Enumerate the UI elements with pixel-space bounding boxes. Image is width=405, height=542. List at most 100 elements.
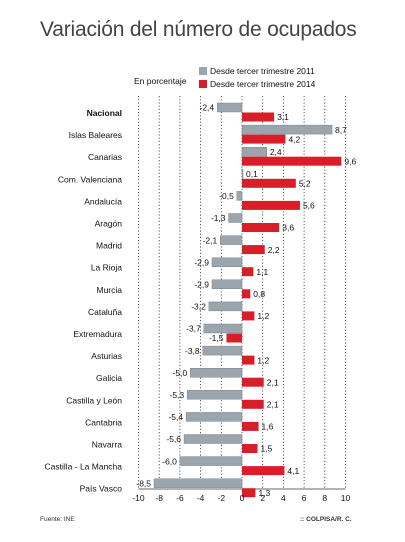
- category-label: Canarias: [88, 152, 122, 162]
- value-label: -3,7: [186, 324, 201, 334]
- category-label: Castilla y León: [66, 395, 122, 405]
- x-tick-label: 4: [281, 493, 286, 503]
- value-label: 1,3: [258, 488, 270, 498]
- bar-2014: [242, 355, 255, 365]
- category-label: Islas Baleares: [69, 130, 122, 140]
- bar-2011: [202, 345, 243, 356]
- bar-2011: [236, 191, 243, 201]
- x-tick-label: 2: [260, 493, 265, 503]
- x-tick-label: -8: [155, 493, 163, 503]
- bar-2014: [242, 267, 254, 277]
- value-label: 3,6: [282, 223, 294, 233]
- value-label: 2,4: [270, 147, 282, 157]
- category-label: Asturias: [91, 351, 122, 361]
- source-note: Fuente: INE: [40, 516, 75, 523]
- bar-2011: [179, 456, 243, 466]
- value-label: -3,8: [185, 346, 200, 356]
- value-label: 4,1: [287, 466, 299, 476]
- bar-2011: [153, 478, 243, 488]
- value-label: 8,7: [335, 125, 347, 135]
- bar-2011: [211, 279, 243, 289]
- legend-swatch-2014: [199, 80, 207, 88]
- value-label: -1,5: [209, 333, 224, 343]
- bar-2014: [242, 399, 264, 409]
- category-label: País Vasco: [80, 484, 123, 494]
- bar-2011: [203, 323, 243, 334]
- bar-2011: [216, 102, 243, 113]
- bar-2011: [183, 434, 243, 444]
- value-label: -1,3: [211, 213, 226, 223]
- value-label: 9,6: [344, 156, 356, 166]
- value-label: -5,6: [166, 434, 181, 444]
- value-label: 1,1: [256, 267, 268, 277]
- value-label: 2,1: [267, 377, 279, 387]
- value-label: 2,2: [268, 245, 280, 255]
- value-label: -8,5: [136, 478, 151, 488]
- bar-2014: [242, 421, 259, 431]
- bar-2011: [208, 301, 243, 312]
- value-label: -0,5: [219, 191, 234, 201]
- grid-lines: [138, 96, 346, 490]
- x-tick-label: -6: [176, 493, 184, 503]
- value-label: 5,6: [303, 201, 315, 211]
- bar-2014: [242, 466, 285, 476]
- legend-swatch-2011: [199, 67, 207, 75]
- value-label: 0,1: [246, 169, 258, 179]
- value-label: -2,9: [194, 280, 209, 290]
- category-labels: Nacional Islas Baleares Canarias Com. Valen…: [45, 108, 123, 494]
- bar-2011: [211, 257, 243, 267]
- value-label: 4,2: [288, 134, 300, 144]
- category-label: Andalucía: [84, 196, 122, 206]
- value-label: -2,4: [200, 103, 215, 113]
- category-label: Castilla - La Mancha: [45, 462, 123, 472]
- value-label: 1,2: [257, 311, 269, 321]
- x-tick-label: -10: [132, 493, 145, 503]
- bar-2014: [242, 488, 256, 498]
- value-label: -6,0: [162, 456, 177, 466]
- category-label: Nacional: [87, 108, 122, 118]
- x-tick-label: 10: [341, 493, 351, 503]
- x-tick-label: -4: [197, 493, 205, 503]
- value-label: 1,2: [257, 355, 269, 365]
- value-labels: -2,4 3,1 8,7 4,2 2,4 9,6 0,1 5,2 -0,5 5,6 -1,3 3,6 -…: [136, 103, 356, 498]
- value-label: 3,1: [277, 112, 289, 122]
- value-label: 1,6: [262, 422, 274, 432]
- bar-2014: [242, 200, 300, 210]
- category-label: Cataluña: [88, 307, 122, 317]
- bar-2011: [220, 235, 243, 245]
- x-axis-ticks: -10 -8 -6 -4 -2 0 2 4 6 8 10: [132, 493, 350, 503]
- bar-2014: [242, 112, 275, 122]
- category-label: Navarra: [92, 440, 123, 450]
- value-label: -3,2: [191, 302, 206, 312]
- bar-2014: [242, 289, 251, 299]
- unit-label: En porcentaje: [134, 76, 187, 86]
- bars: [153, 102, 342, 498]
- value-label: -2,1: [203, 235, 218, 245]
- bar-2014: [242, 223, 280, 232]
- category-label: Com. Valenciana: [58, 174, 122, 184]
- value-label: -5,0: [173, 368, 188, 378]
- category-label: Cantabria: [85, 417, 122, 427]
- category-label: Galicia: [96, 373, 122, 383]
- credit-note: :: COLPISA/R. C.: [300, 516, 352, 523]
- legend-label-2014: Desde tercer trimestre 2014: [210, 79, 316, 89]
- legend-label-2011: Desde tercer trimestre 2011: [210, 66, 315, 76]
- bar-2014: [242, 377, 264, 387]
- value-label: 5,2: [299, 179, 311, 189]
- value-label: -5,3: [169, 390, 184, 400]
- chart-title: Variación del número de ocupados: [40, 18, 357, 41]
- bar-2011: [241, 146, 268, 157]
- category-label: Extremadura: [73, 329, 122, 339]
- x-tick-label: -2: [218, 493, 226, 503]
- bar-2014: [226, 333, 242, 343]
- category-label: Murcia: [96, 285, 122, 295]
- bar-2014: [242, 134, 286, 144]
- category-label: Aragón: [95, 219, 123, 229]
- x-tick-label: 0: [240, 493, 245, 503]
- bar-2011: [241, 124, 333, 135]
- bar-2011: [228, 213, 243, 223]
- bar-2014: [242, 444, 258, 453]
- bar-2011: [186, 390, 243, 400]
- bar-2011: [241, 169, 244, 179]
